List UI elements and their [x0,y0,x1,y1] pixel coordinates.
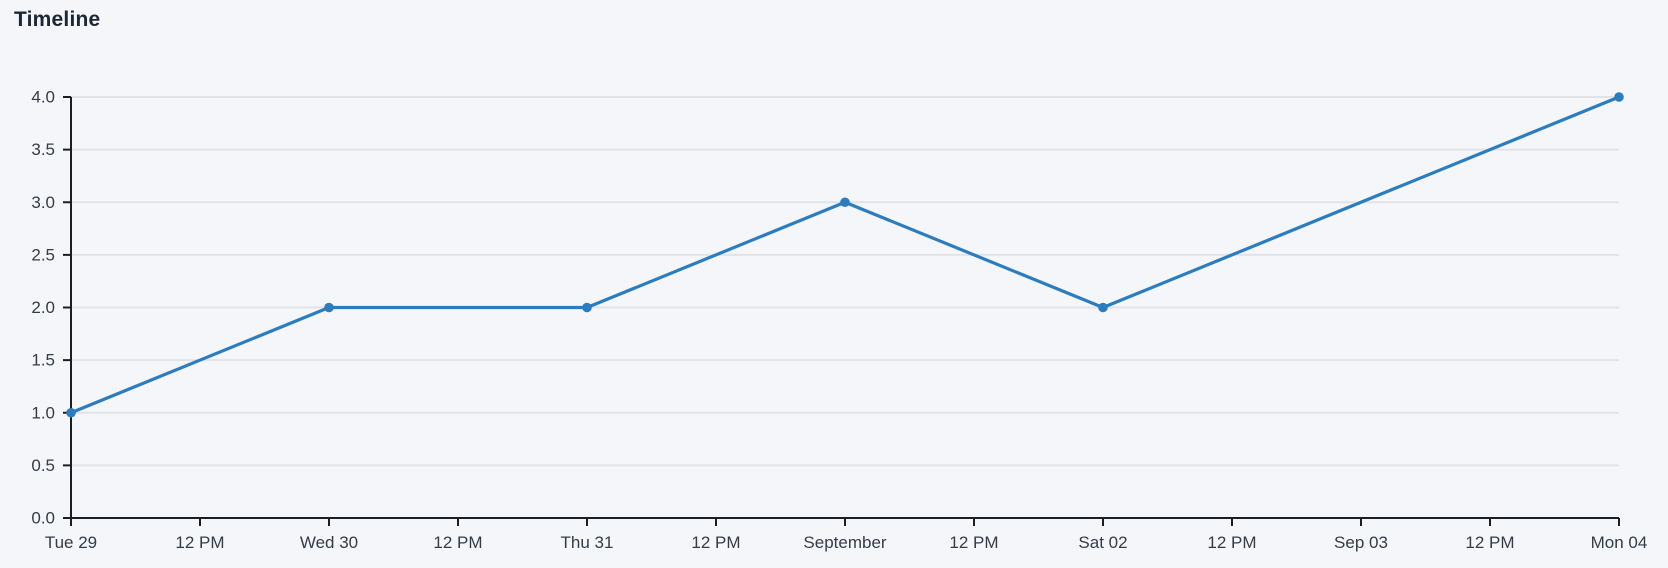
data-point-marker[interactable] [840,197,850,208]
data-point-marker[interactable] [582,302,592,313]
x-tick-label: Mon 04 [1591,533,1648,552]
y-tick-label: 3.5 [31,140,55,159]
x-tick-label: 12 PM [175,533,224,552]
x-tick-label: Sep 03 [1334,533,1388,552]
chart-title: Timeline [14,8,101,31]
series-line[interactable] [69,95,1621,415]
x-tick-label: Thu 31 [561,533,614,552]
x-tick-label: Tue 29 [45,533,97,552]
y-tick-label: 2.0 [31,298,55,317]
x-tick-label: Wed 30 [300,533,358,552]
data-point-marker[interactable] [66,407,76,418]
y-tick-label: 4.0 [31,88,55,107]
y-tick-label: 3.0 [31,193,55,212]
x-tick-label: 12 PM [1465,533,1514,552]
x-tick-label: Sat 02 [1078,533,1127,552]
y-tick-label: 1.5 [31,351,55,370]
y-tick-label: 0.0 [31,509,55,528]
y-tick-label: 0.5 [31,456,55,475]
y-tick-label: 2.5 [31,245,55,264]
x-tick-label: 12 PM [1207,533,1256,552]
data-point-marker[interactable] [1098,302,1108,313]
x-tick-label: 12 PM [949,533,998,552]
y-tick-label: 1.0 [31,403,55,422]
x-tick-label: 12 PM [433,533,482,552]
x-tick-label: 12 PM [691,533,740,552]
data-point-marker[interactable] [1614,92,1624,102]
data-point-marker[interactable] [324,302,334,313]
x-tick-label: September [803,533,886,552]
